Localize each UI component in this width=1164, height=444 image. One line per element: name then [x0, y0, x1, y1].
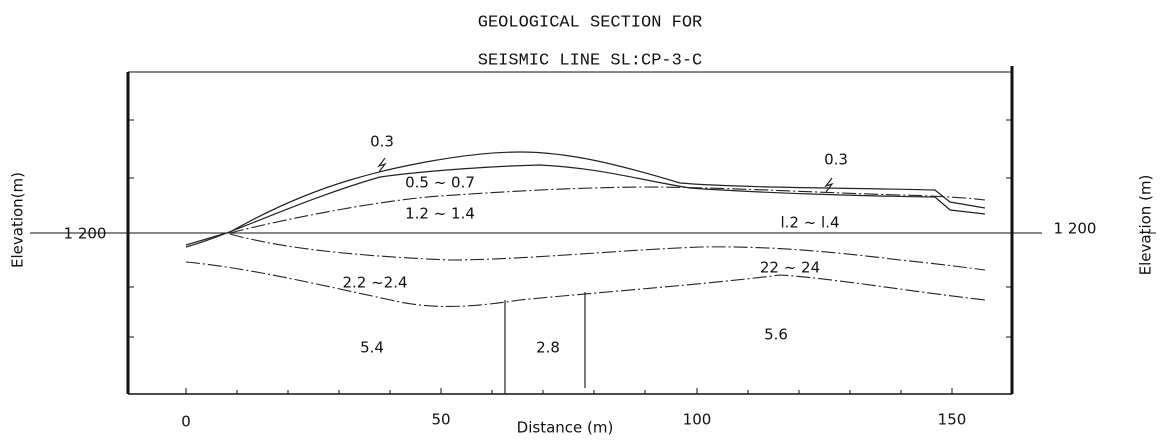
y-tick-label: 1 200: [64, 225, 107, 243]
layer-label: l.2 ~ l.4: [780, 214, 839, 232]
y-tick-label: 1 200: [1054, 220, 1097, 238]
x-axis-label: Distance (m): [517, 419, 614, 437]
x-tick-label: 150: [938, 411, 967, 429]
layer-label: 0.3: [370, 133, 394, 151]
layer-label: 2.8: [536, 339, 560, 357]
title-line: SEISMIC LINE SL:CP-3-C: [478, 51, 702, 70]
x-tick-label: 100: [683, 411, 712, 429]
x-tick-label: 50: [431, 411, 450, 429]
layer-label: 0.5 ~ 0.7: [405, 174, 475, 192]
title-line: GEOLOGICAL SECTION FOR: [478, 13, 702, 32]
layer-label: 22 ~ 24: [760, 259, 820, 277]
x-tick-label: 0: [181, 413, 191, 431]
layer-boundary: [185, 164, 986, 248]
layer-boundary: [229, 186, 986, 234]
layer-label: 1.2 ~ 1.4: [405, 205, 475, 223]
layer-boundary: [185, 261, 986, 308]
y-axis-label: Elevation(m): [9, 172, 27, 268]
layer-label: 5.4: [360, 339, 384, 357]
pointer: [377, 157, 387, 173]
pointer: [824, 177, 834, 193]
y-axis-label: Elevation (m): [1137, 175, 1155, 276]
ground-surface: [185, 151, 986, 246]
layer-boundary: [229, 233, 986, 271]
layer-label: 0.3: [824, 151, 848, 169]
minor-ticks: [128, 119, 1012, 394]
layer-label: 5.6: [764, 326, 788, 344]
layer-label: 2.2 ~2.4: [342, 274, 407, 292]
